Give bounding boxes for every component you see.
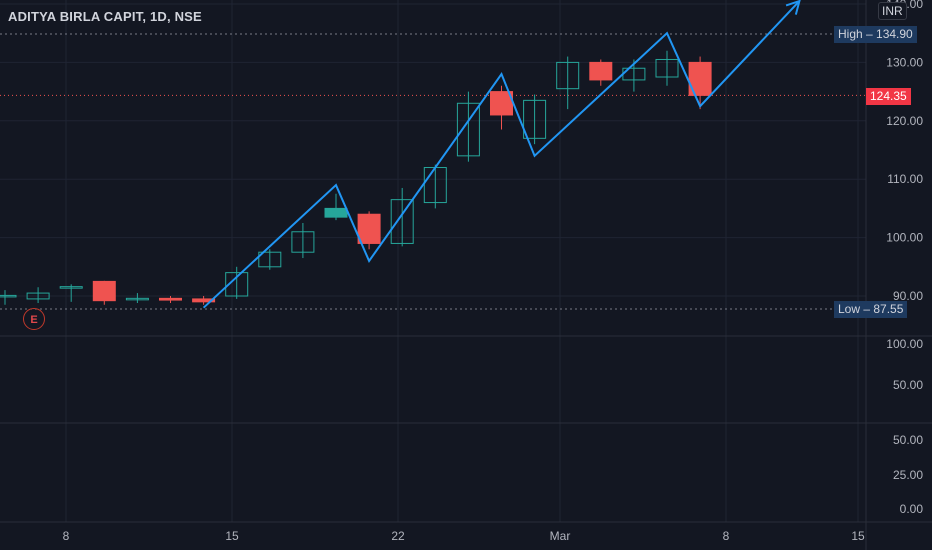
candle-body — [59, 286, 83, 289]
candle-body — [655, 58, 679, 78]
pane2-tick-label: 100.00 — [886, 337, 923, 351]
candle-body — [291, 231, 315, 253]
candle-body — [159, 297, 182, 301]
candle-body — [523, 99, 547, 139]
pane2-tick-label: 50.00 — [893, 378, 923, 392]
high-value: 134.90 — [876, 27, 913, 41]
candle-body — [258, 251, 282, 268]
candle-body — [92, 280, 116, 302]
price-tick-label: 100.00 — [886, 231, 923, 245]
zigzag-drawing — [202, 0, 801, 309]
low-marker-label: Low – 87.55 — [834, 301, 908, 318]
low-value: 87.55 — [873, 302, 904, 316]
candle-body — [589, 61, 613, 81]
candle-body — [556, 61, 580, 90]
candle-body — [26, 292, 50, 300]
symbol-title: ADITYA BIRLA CAPIT, 1D, NSE — [8, 9, 202, 24]
candle-body — [0, 294, 17, 298]
time-tick-label: 8 — [723, 529, 730, 543]
price-tick-label: 110.00 — [887, 172, 923, 186]
time-tick-label: 15 — [225, 529, 239, 543]
currency-label[interactable]: INR — [878, 2, 907, 20]
time-tick-label: Mar — [550, 529, 571, 543]
time-tick-label: 8 — [63, 529, 70, 543]
candle-body — [192, 298, 216, 303]
price-tick-label: 120.00 — [886, 114, 923, 128]
candle-body — [324, 207, 348, 218]
candle-body — [225, 272, 249, 297]
candle-body — [390, 199, 414, 244]
pane3-tick-label: 0.00 — [900, 502, 924, 516]
candle-body — [456, 102, 480, 157]
high-marker-label: High – 134.90 — [834, 26, 917, 43]
pane3-tick-label: 50.00 — [893, 433, 923, 447]
arrow-head — [785, 0, 801, 15]
high-label: High — [838, 27, 863, 41]
time-tick-label: 22 — [391, 529, 405, 543]
candle-body — [357, 213, 381, 244]
candle-body — [688, 61, 712, 96]
price-tick-label: 90.00 — [893, 289, 923, 303]
time-tick-label: 15 — [851, 529, 865, 543]
pane3-tick-label: 25.00 — [893, 468, 923, 482]
last-price-label: 124.35 — [866, 88, 911, 105]
low-label: Low — [838, 302, 861, 316]
candle-body — [125, 297, 149, 301]
earnings-marker[interactable]: E — [23, 308, 45, 330]
price-tick-label: 130.00 — [886, 55, 923, 69]
